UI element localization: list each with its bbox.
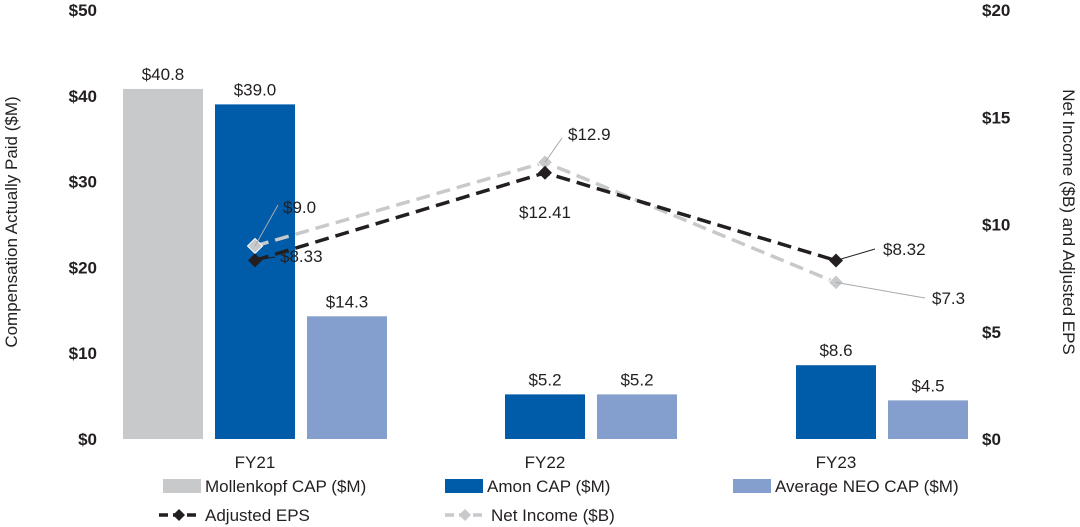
line-value-label: $7.3: [932, 289, 965, 308]
bar-value-label: $4.5: [911, 376, 944, 395]
legend-marker: [459, 509, 471, 521]
left-axis-title: Compensation Actually Paid ($M): [2, 96, 21, 347]
right-axis-tick-label: $10: [982, 216, 1010, 235]
leader-line: [254, 204, 279, 247]
right-axis-tick-label: $0: [982, 430, 1001, 449]
legend-label: Net Income ($B): [491, 506, 615, 525]
left-axis-tick-label: $0: [78, 430, 97, 449]
bar: [597, 394, 677, 439]
category-label: FY21: [235, 453, 276, 472]
legend-label: Amon CAP ($M): [487, 477, 610, 496]
legend-swatch: [163, 479, 201, 493]
bar-value-label: $40.8: [142, 65, 185, 84]
series-line: [254, 160, 837, 285]
left-axis-tick-label: $50: [69, 1, 97, 20]
line-value-label: $12.41: [519, 203, 571, 222]
bar-value-label: $39.0: [234, 80, 277, 99]
leader-line: [835, 248, 876, 262]
legend-label: Adjusted EPS: [205, 506, 310, 525]
left-axis-tick-label: $40: [69, 87, 97, 106]
left-axis-tick-label: $30: [69, 173, 97, 192]
legend: Mollenkopf CAP ($M) Amon CAP ($M) Average …: [159, 477, 959, 525]
left-axis-tick-label: $10: [69, 344, 97, 363]
line-series: [246, 154, 845, 291]
series-marker: [538, 165, 552, 180]
legend-label: Average NEO CAP ($M): [775, 477, 959, 496]
bar: [123, 88, 203, 439]
category-labels: FY21 FY22 FY23: [235, 453, 857, 472]
legend-label: Mollenkopf CAP ($M): [205, 477, 366, 496]
bar: [505, 394, 585, 439]
line-value-label: $9.0: [283, 198, 316, 217]
legend-marker: [173, 509, 185, 521]
bar-value-label: $5.2: [528, 370, 561, 389]
right-axis-tick-label: $5: [982, 323, 1001, 342]
bar: [888, 400, 968, 439]
category-label: FY22: [525, 453, 566, 472]
leader-line: [254, 256, 276, 261]
legend-swatch: [733, 479, 771, 493]
legend-swatch: [445, 479, 483, 493]
line-value-label: $8.32: [883, 240, 926, 259]
right-axis-tick-label: $15: [982, 108, 1010, 127]
category-label: FY23: [816, 453, 857, 472]
line-value-label: $12.9: [568, 125, 611, 144]
line-value-label: $8.33: [280, 247, 323, 266]
line-value-labels: $9.0 $12.9 $7.3 $8.33 $12.41 $8.32: [254, 125, 965, 308]
bar-value-label: $5.2: [620, 370, 653, 389]
bar: [215, 104, 295, 439]
bar: [307, 316, 387, 439]
bar: [796, 365, 876, 439]
left-axis-tick-label: $20: [69, 258, 97, 277]
bars: [123, 88, 968, 439]
right-axis-ticks: $0 $5 $10 $15 $20: [982, 1, 1010, 449]
left-axis-ticks: $0 $10 $20 $30 $40 $50: [69, 1, 97, 449]
leader-line: [544, 137, 563, 163]
right-axis-tick-label: $20: [982, 1, 1010, 20]
leader-line: [835, 281, 926, 299]
right-axis-title: Net Income ($B) and Adjusted EPS: [1059, 89, 1078, 355]
bar-value-label: $14.3: [326, 292, 369, 311]
bar-value-label: $8.6: [819, 341, 852, 360]
bar-value-labels: $40.8 $39.0 $5.2 $8.6 $14.3 $5.2 $4.5: [142, 65, 945, 395]
